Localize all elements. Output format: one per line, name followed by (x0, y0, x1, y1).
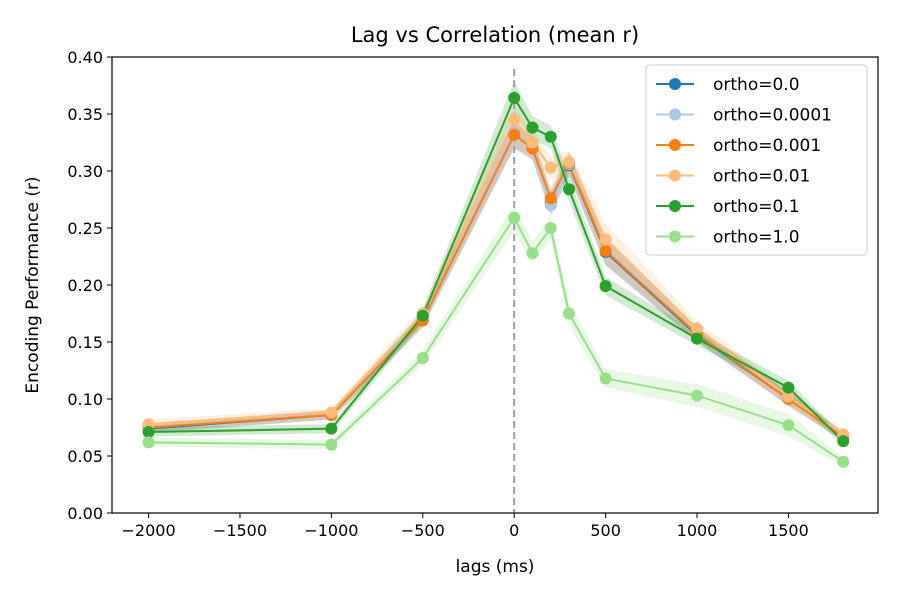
data-point-5-7 (599, 372, 612, 385)
y-tick-label: 0.05 (67, 447, 103, 466)
y-tick-label: 0.40 (67, 48, 103, 67)
data-point-5-9 (782, 419, 795, 432)
error-bands (148, 80, 844, 467)
legend-marker-3 (669, 169, 681, 182)
data-point-3-6 (563, 155, 576, 168)
data-point-2-5 (544, 192, 557, 205)
error-band-4 (148, 80, 844, 446)
data-point-4-5 (544, 130, 557, 143)
legend-marker-4 (669, 200, 681, 212)
data-point-5-5 (544, 222, 557, 234)
x-tick-label: 0 (509, 521, 519, 540)
data-point-4-7 (599, 280, 612, 293)
y-tick-label: 0.10 (67, 390, 103, 409)
x-axis-ticks: −2000 −1500 −1000 −500 0 500 1000 1500 (122, 513, 809, 540)
legend-label-3: ortho=0.01 (713, 167, 810, 187)
data-point-3-7 (599, 233, 612, 246)
data-point-3-1 (325, 406, 338, 419)
legend-box (645, 64, 868, 256)
data-point-2-3 (508, 128, 521, 141)
legend-label-1: ortho=0.0001 (713, 106, 832, 126)
x-tick-label: 500 (590, 521, 621, 540)
error-band-5 (148, 204, 844, 467)
data-point-4-9 (782, 381, 795, 394)
x-tick-label: −1500 (213, 521, 267, 540)
data-point-3-3 (508, 113, 521, 126)
series-lines (148, 95, 844, 463)
chart-title: Lag vs Correlation (mean r) (351, 23, 639, 47)
y-tick-label: 0.35 (67, 105, 103, 124)
legend-label-4: ortho=0.1 (713, 197, 800, 217)
x-tick-label: 1000 (677, 521, 718, 540)
y-tick-label: 0.15 (67, 333, 103, 352)
legend-label-5: ortho=1.0 (713, 228, 800, 248)
x-tick-label: −500 (401, 521, 445, 540)
data-point-3-4 (526, 136, 539, 149)
legend-marker-1 (669, 108, 681, 121)
y-tick-label: 0.20 (67, 276, 103, 295)
data-point-4-1 (325, 422, 338, 435)
data-point-4-2 (416, 309, 429, 322)
data-point-4-10 (837, 435, 850, 448)
data-point-3-5 (544, 161, 557, 174)
legend-marker-5 (669, 230, 681, 243)
x-tick-label: 1500 (768, 521, 809, 540)
data-point-4-4 (526, 121, 539, 134)
data-point-5-0 (142, 436, 155, 449)
data-point-3-8 (691, 322, 704, 335)
data-point-5-2 (416, 351, 429, 364)
legend: ortho=0.0 ortho=0.0001 ortho=0.001 ortho=0.… (645, 64, 868, 256)
data-point-4-0 (142, 426, 155, 439)
legend-label-2: ortho=0.001 (713, 136, 821, 156)
legend-marker-0 (669, 78, 681, 90)
series-points (142, 92, 850, 468)
x-tick-label: −1000 (304, 521, 358, 540)
data-point-5-4 (526, 247, 539, 260)
data-point-4-8 (691, 332, 704, 345)
y-tick-label: 0.30 (67, 162, 103, 181)
legend-marker-2 (669, 139, 681, 151)
y-axis-ticks: 0.00 0.05 0.10 0.15 0.20 0.25 0.30 0.35 0.40 (67, 48, 112, 523)
data-point-4-3 (508, 92, 521, 105)
data-point-5-1 (325, 438, 338, 451)
y-tick-label: 0.25 (67, 219, 103, 238)
data-point-5-10 (837, 455, 850, 468)
y-axis-label: Encoding Performance (r) (23, 176, 43, 393)
data-point-5-8 (691, 389, 704, 402)
legend-label-0: ortho=0.0 (713, 75, 800, 95)
data-point-5-6 (563, 307, 576, 320)
x-axis-label: lags (ms) (456, 557, 535, 577)
data-point-5-3 (508, 211, 521, 224)
data-point-2-7 (599, 244, 612, 257)
x-tick-label: −2000 (122, 521, 176, 540)
data-point-4-6 (563, 183, 576, 196)
data-point-3-9 (782, 390, 795, 403)
y-tick-label: 0.00 (67, 504, 103, 523)
